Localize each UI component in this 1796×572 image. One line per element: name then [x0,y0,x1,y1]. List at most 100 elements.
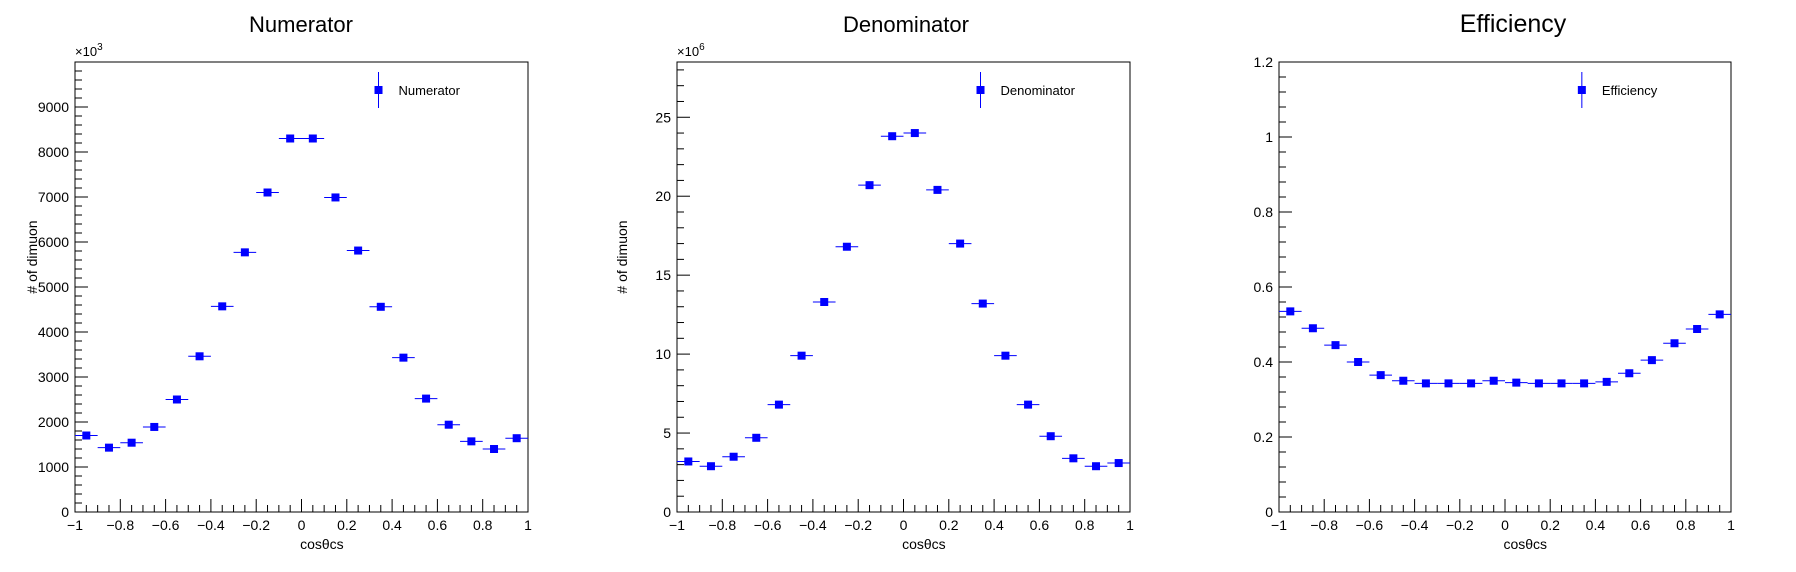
numerator-x-tick-label: 1 [524,517,532,533]
denominator-marker [1092,462,1101,471]
numerator-data-point [165,395,189,404]
efficiency-marker [1693,325,1702,333]
efficiency-data-point [1414,379,1438,388]
denominator-y-exponent-power: 6 [699,42,705,53]
denominator-marker [1024,400,1033,409]
efficiency-marker [1580,379,1589,388]
efficiency-marker [1399,376,1408,385]
efficiency-marker [1467,379,1476,388]
denominator-data-point [1084,462,1108,471]
efficiency-marker [1534,379,1543,388]
denominator-data-point [1062,454,1085,463]
efficiency-x-tick-label: 0.8 [1676,517,1696,533]
efficiency-data-point [1550,379,1573,388]
denominator-plot-frame [676,61,1131,513]
denominator-marker [774,400,783,409]
denominator-marker [1114,459,1123,468]
denominator-marker [1001,351,1010,360]
numerator-data-point [324,193,347,202]
numerator-y-tick-label: 2000 [38,414,69,430]
denominator-data-point [1016,400,1040,409]
efficiency-x-tick-label: 0.6 [1631,517,1651,533]
numerator-y-tick-label: 6000 [38,234,69,250]
numerator-x-tick-label: −0.4 [197,517,225,533]
efficiency-marker [1489,376,1498,385]
efficiency-marker [1602,377,1611,386]
efficiency-data-point [1437,379,1460,388]
denominator-x-tick-label: 0.6 [1030,517,1050,533]
denominator-marker [1069,454,1078,463]
numerator-title: Numerator [249,12,353,37]
denominator-marker [684,457,693,466]
numerator-marker [263,188,272,197]
denominator-marker [956,239,965,248]
numerator-x-tick-label: 0.4 [382,517,402,533]
numerator-data-point [301,134,325,143]
denominator-x-tick-label: 0 [900,517,908,533]
denominator-y-exponent: ×106 [677,42,705,59]
denominator-x-tick-label: −0.8 [708,517,736,533]
numerator-marker [444,420,453,429]
numerator-y-tick-label: 0 [61,504,69,520]
numerator-marker [150,422,159,431]
numerator-x-tick-label: 0.8 [473,517,493,533]
denominator-marker [888,132,897,141]
numerator-data-point [460,437,483,446]
numerator-marker [104,443,113,452]
efficiency-y-tick-label: 0.8 [1254,204,1274,220]
denominator-legend-marker [976,86,985,94]
denominator-x-tick-label: 0.2 [939,517,959,533]
denominator-x-tick-label: 1 [1126,517,1134,533]
denominator-data-point [858,181,881,190]
efficiency-y-tick-label: 1.2 [1254,54,1274,70]
numerator-data-point [188,352,211,361]
numerator-legend-marker [374,86,383,94]
denominator-data-point [790,351,813,360]
efficiency-data-point [1392,376,1415,385]
numerator-marker [331,193,340,202]
denominator-data-point [677,457,700,466]
denominator-marker [729,452,738,461]
efficiency-data-point [1346,358,1370,366]
numerator-x-tick-label: −0.6 [152,517,180,533]
denominator-marker [978,299,987,308]
efficiency-data-point [1685,325,1709,333]
numerator-x-tick-label: 0 [298,517,306,533]
numerator-data-point [505,434,528,443]
numerator-marker [218,302,227,311]
efficiency-marker [1421,379,1430,388]
numerator-y-tick-label: 9000 [38,99,69,115]
efficiency-x-axis-label: cosθcs [1503,536,1547,552]
efficiency-marker [1331,341,1340,350]
efficiency-marker [1286,307,1295,316]
numerator-y-tick-label: 8000 [38,144,69,160]
denominator-y-tick-label: 15 [655,267,671,283]
efficiency-x-tick-label: 1 [1727,517,1735,533]
efficiency-y-tick-label: 0.2 [1254,429,1274,445]
numerator-data-point [142,422,166,431]
numerator-y-exponent-power: 3 [97,42,103,53]
denominator-marker [933,185,942,194]
denominator-data-point [835,242,859,251]
numerator-panel: Numerator cosθcs # of dimuon ×103 Numera… [24,12,532,552]
efficiency-x-tick-label: 0 [1501,517,1509,533]
numerator-y-tick-label: 7000 [38,189,69,205]
efficiency-x-tick-label: 0.4 [1586,517,1606,533]
efficiency-data-point [1663,339,1686,348]
denominator-y-tick-label: 20 [655,188,671,204]
numerator-x-tick-label: −0.2 [242,517,270,533]
efficiency-marker [1444,379,1453,388]
efficiency-x-tick-label: −1 [1271,517,1287,533]
numerator-marker [512,434,521,443]
efficiency-marker [1625,369,1634,378]
numerator-data-point [256,188,279,197]
numerator-x-axis-label: cosθcs [300,536,344,552]
denominator-x-axis-label: cosθcs [902,536,946,552]
numerator-legend-label: Numerator [399,83,461,98]
denominator-legend-label: Denominator [1001,83,1076,98]
efficiency-y-tick-label: 0 [1265,504,1273,520]
denominator-marker [706,462,715,471]
denominator-marker [797,351,806,360]
efficiency-y-tick-label: 0.6 [1254,279,1274,295]
